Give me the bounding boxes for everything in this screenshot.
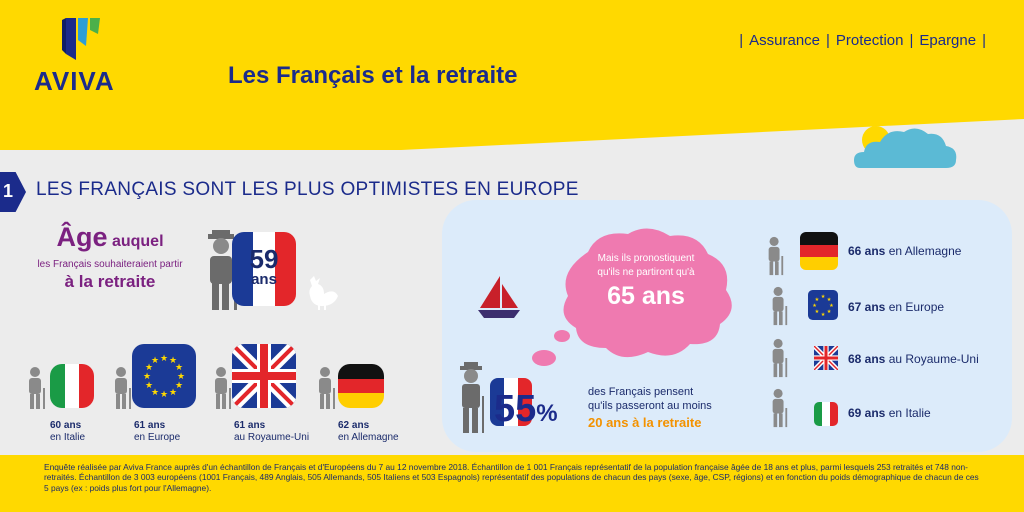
predict-germany-age: 66 ans [848,244,886,258]
svg-text:★: ★ [151,356,159,366]
italy-flag-right [814,402,838,426]
predict-uk: 68 ans au Royaume-Uni [848,352,979,366]
tagline-protection[interactable]: Protection [835,32,904,49]
svg-text:★: ★ [145,381,153,391]
wish-italy-country: en Italie [50,432,86,443]
predict-italy-country: en Italie [888,406,931,420]
sailboat-icon [478,276,520,318]
section-title: LES FRANÇAIS SONT LES PLUS OPTIMISTES EN… [36,179,579,200]
elderly-person-icon [29,367,45,409]
france-age-unit: ans [251,271,277,288]
sun-cloud-icon [854,126,957,168]
eu-flag: ★ ★★★ ★★★★ ★★★★ [132,344,196,408]
stat-line1: des Français pensent [588,386,694,398]
age-word: Âge [56,222,108,252]
cloud-value: 65 ans [607,282,685,310]
age-auquel: auquel [111,233,164,250]
wish-europe-age: 61 ans [134,420,166,431]
wish-italy-age: 60 ans [50,420,82,431]
germany-flag [338,364,384,408]
uk-flag [232,344,296,408]
wish-italy: 60 ans en Italie [50,420,85,444]
age-emphasis: à la retraite [64,272,156,291]
svg-text:★: ★ [151,388,159,398]
svg-text:★: ★ [177,372,185,382]
svg-text:★: ★ [827,297,832,303]
cloud-text: Mais ils pronostiquent qu'ils ne partiro… [578,252,714,311]
svg-text:★: ★ [145,363,153,373]
svg-text:★: ★ [169,356,177,366]
section-number: 1 [0,172,26,212]
wish-europe-country: en Europe [134,432,181,443]
predict-italy: 69 ans en Italie [848,406,931,420]
footer-note: Enquête réalisée par Aviva France auprès… [0,455,1024,512]
age-subtitle: les Français souhaiteraient partir [37,259,183,270]
tagline: | Assurance | Protection | Epargne | [739,32,986,49]
stat-line2: qu'ils passeront au moins [588,400,712,412]
rooster-icon [309,276,338,310]
predict-germany-country: en Allemagne [888,244,962,258]
predict-europe-country: en Europe [888,300,945,314]
svg-text:★: ★ [812,303,817,309]
predict-europe-age: 67 ans [848,300,886,314]
age-heading: Âge auquel les Français souhaiteraient p… [20,222,200,292]
elderly-person-icon [772,286,788,326]
cloud-line2: qu'ils ne partiront qu'à [597,267,695,278]
predict-germany: 66 ans en Allemagne [848,244,961,258]
header-banner [0,0,1024,150]
cloud-line1: Mais ils pronostiquent [597,253,695,264]
stat-unit: % [536,400,558,427]
stat-value: 55 [494,388,537,430]
svg-text:★: ★ [160,390,168,400]
predict-uk-country: au Royaume-Uni [888,352,979,366]
wish-uk-country: au Royaume-Uni [234,432,310,443]
predict-italy-age: 69 ans [848,406,886,420]
svg-text:★: ★ [827,309,832,315]
stat-description: des Français pensent qu'ils passeront au… [588,385,712,430]
italy-flag [50,364,94,408]
elderly-person-icon [215,367,231,409]
svg-text:★: ★ [829,303,834,309]
page-title: Les Français et la retraite [228,62,518,89]
svg-text:★: ★ [815,309,820,315]
svg-text:★: ★ [815,297,820,303]
aviva-logo-icon [62,18,100,60]
elderly-person-icon [768,236,784,276]
wish-germany: 62 ans en Allemagne [338,420,399,444]
svg-text:★: ★ [175,381,183,391]
svg-text:★: ★ [821,312,826,318]
france-wish-age: 59 ans [236,246,292,287]
elderly-person-icon [772,388,788,428]
wish-uk: 61 ans au Royaume-Uni [234,420,309,444]
prediction-panel [442,200,1012,452]
tagline-assurance[interactable]: Assurance [749,32,821,49]
predict-europe: 67 ans en Europe [848,300,944,314]
elderly-man-icon [460,362,484,433]
tagline-epargne[interactable]: Epargne [919,32,977,49]
wish-europe: 61 ans en Europe [134,420,180,444]
eu-flag-right: ★ ★★★ ★★★★ [808,290,838,320]
elderly-person-icon [772,338,788,378]
brand-name: AVIVA [34,66,115,96]
france-flag [232,232,296,306]
germany-flag-right [800,232,838,270]
france-age-value: 59 [249,244,279,274]
predict-uk-age: 68 ans [848,352,886,366]
svg-text:★: ★ [169,388,177,398]
stat-highlight: 20 ans à la retraite [588,415,702,430]
elderly-person-icon [319,367,335,409]
svg-text:★: ★ [175,363,183,373]
svg-text:★: ★ [143,372,151,382]
uk-flag-right [814,346,838,370]
elderly-person-icon [115,367,131,409]
stat-percent: 55% [494,388,558,431]
svg-text:★: ★ [821,294,826,300]
wish-germany-age: 62 ans [338,420,370,431]
wish-uk-age: 61 ans [234,420,266,431]
thought-cloud-icon [532,228,732,366]
france-flag-small [490,378,532,426]
wish-germany-country: en Allemagne [338,432,399,443]
svg-text:★: ★ [160,354,168,364]
